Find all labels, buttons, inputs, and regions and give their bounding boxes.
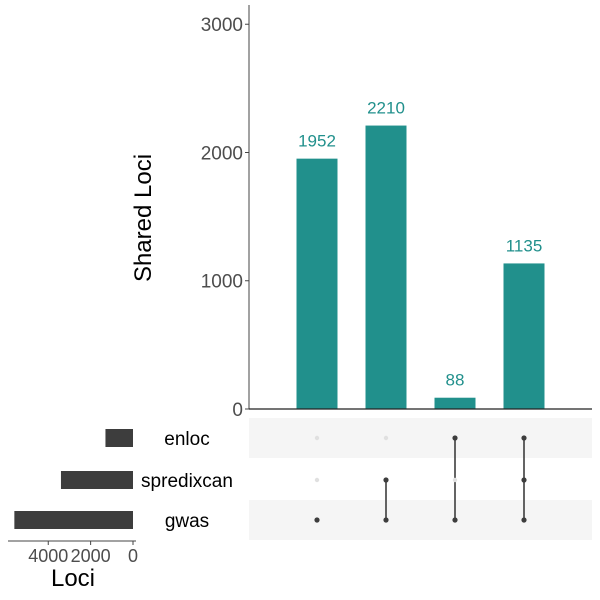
matrix-dot-active xyxy=(383,517,389,523)
set-size-bar xyxy=(14,511,133,529)
matrix-dot-active xyxy=(452,435,458,441)
matrix-stripe xyxy=(249,418,592,458)
matrix-dot-active xyxy=(314,517,320,523)
bar-value-label: 2210 xyxy=(367,99,405,118)
matrix-dot-inactive xyxy=(314,435,320,441)
bar-value-label: 1135 xyxy=(506,236,543,255)
y-tick-label: 1000 xyxy=(201,272,243,293)
set-size-axis-title: Loci xyxy=(51,565,95,592)
y-tick-label: 3000 xyxy=(201,15,243,36)
set-axis-tick-label: 2000 xyxy=(71,546,111,566)
matrix-stripes xyxy=(249,418,592,540)
set-size-bar xyxy=(60,471,133,489)
matrix-dot-inactive xyxy=(452,477,458,483)
matrix-dot-active xyxy=(521,477,527,483)
matrix-dot-active xyxy=(452,517,458,523)
set-size-bar xyxy=(105,429,133,447)
intersection-bar xyxy=(296,158,338,409)
intersection-bar xyxy=(365,125,407,410)
bar-value-label: 1952 xyxy=(298,132,336,151)
intersection-bar xyxy=(434,397,476,409)
set-name-labels: enloc spredixcan gwas xyxy=(141,429,233,532)
intersection-y-axis: 0 1000 2000 3000 xyxy=(201,5,592,421)
intersection-bars xyxy=(296,125,545,410)
bar-value-label: 88 xyxy=(446,371,465,390)
set-label: enloc xyxy=(164,429,209,450)
y-axis-title: Shared Loci xyxy=(130,154,157,282)
matrix-dot-active xyxy=(383,477,389,483)
set-size-axis: 4000 2000 0 xyxy=(8,540,138,566)
set-axis-tick-label: 4000 xyxy=(28,546,68,566)
set-size-bars xyxy=(14,429,133,529)
matrix-dot-active xyxy=(521,517,527,523)
matrix-dot-inactive xyxy=(314,477,320,483)
set-label: gwas xyxy=(165,511,209,532)
matrix-stripe xyxy=(249,500,592,540)
set-axis-tick-label: 0 xyxy=(128,546,138,566)
y-tick-label: 0 xyxy=(232,400,243,421)
set-label: spredixcan xyxy=(141,471,233,492)
matrix-dot-active xyxy=(521,435,527,441)
intersection-bar xyxy=(503,263,545,409)
intersection-matrix xyxy=(314,435,527,523)
y-tick-label: 2000 xyxy=(201,143,243,164)
matrix-dot-inactive xyxy=(383,435,389,441)
intersection-value-labels: 1952 2210 88 1135 xyxy=(298,99,542,390)
